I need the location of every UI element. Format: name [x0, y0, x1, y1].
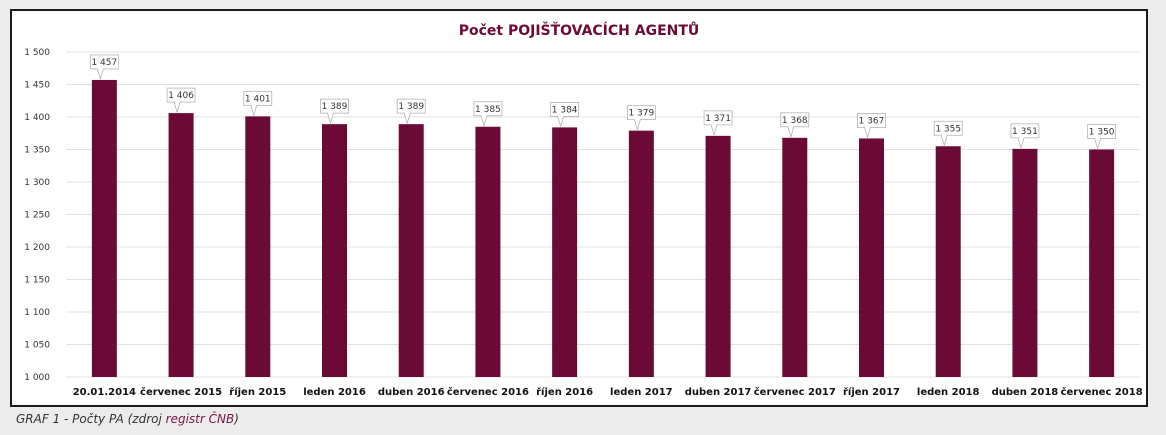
- bar: [245, 116, 271, 377]
- data-label: 1 385: [475, 105, 501, 115]
- data-label-pointer: [1094, 138, 1102, 150]
- x-tick-label: říjen 2017: [843, 386, 900, 398]
- x-tick-label: duben 2018: [992, 387, 1059, 398]
- data-label-pointer: [480, 115, 488, 128]
- data-label-box: [780, 112, 810, 128]
- data-label-pointer: [940, 134, 948, 147]
- bar: [552, 127, 578, 378]
- y-tick-label: 1 150: [24, 276, 50, 286]
- y-tick-label: 1 100: [24, 308, 50, 318]
- data-label-pointer: [633, 119, 641, 132]
- data-label-pointer: [863, 127, 872, 139]
- gridlines: [66, 51, 1140, 378]
- data-label-pointer: [173, 101, 181, 114]
- x-tick-label: duben 2017: [685, 387, 752, 398]
- x-tick-label: duben 2016: [378, 387, 445, 398]
- bar: [782, 137, 808, 377]
- y-axis: 1 000 1 050 1 100 1 150 1 200 1 250 1 300 1 350…: [24, 48, 50, 383]
- data-label-box: [703, 110, 733, 126]
- data-label-pointer: [787, 126, 795, 139]
- bar: [398, 124, 424, 378]
- data-label-box: [396, 98, 426, 114]
- data-label-pointer: [250, 104, 258, 117]
- caption-suffix: ): [234, 412, 239, 426]
- data-label: 1 401: [245, 94, 271, 104]
- data-label-box: [550, 102, 580, 117]
- bar: [705, 135, 731, 377]
- bar: [1012, 148, 1038, 377]
- data-label: 1 367: [859, 116, 885, 126]
- y-tick-label: 1 250: [24, 211, 50, 221]
- data-label: 1 384: [552, 105, 578, 115]
- bar: [475, 126, 501, 377]
- x-tick-label: červenec 2016: [447, 386, 529, 398]
- y-tick-label: 1 000: [24, 373, 50, 383]
- data-label-box: [1010, 123, 1040, 139]
- bar-chart: Počet POJIŠŤOVACÍCH AGENTŮ 1 000 1 050 1 1…: [24, 21, 1143, 398]
- data-label-pointer: [557, 116, 565, 128]
- x-tick-label: leden 2017: [610, 387, 673, 398]
- source-link[interactable]: registr ČNB: [165, 412, 235, 426]
- bars: [91, 79, 1115, 378]
- data-label: 1 379: [628, 109, 654, 119]
- data-label-box: [933, 120, 963, 136]
- x-tick-label: červenec 2017: [754, 386, 836, 398]
- chart-frame: Počet POJIŠŤOVACÍCH AGENTŮ 1 000 1 050 1 1…: [10, 9, 1148, 407]
- chart-caption: GRAF 1 - Počty PA (zdroj registr ČNB): [16, 412, 239, 426]
- x-tick-label: červenec 2015: [140, 386, 222, 398]
- data-label-box: [243, 90, 273, 106]
- data-label: 1 355: [935, 124, 961, 134]
- data-label-box: [626, 105, 656, 121]
- bar: [322, 124, 347, 378]
- data-label: 1 389: [322, 102, 348, 112]
- x-tick-label: 20.01.2014: [73, 387, 136, 398]
- caption-prefix: GRAF 1 - Počty PA (zdroj: [16, 412, 166, 426]
- chart-title: Počet POJIŠŤOVACÍCH AGENTŮ: [459, 21, 700, 39]
- bar: [91, 79, 117, 377]
- data-label-box: [1087, 124, 1117, 139]
- x-tick-label: leden 2018: [917, 387, 980, 398]
- data-label: 1 406: [168, 91, 194, 101]
- x-axis: 20.01.2014 červenec 2015 říjen 2015 leden 2…: [73, 386, 1143, 398]
- data-label-pointer: [403, 112, 411, 125]
- bar: [168, 113, 194, 377]
- data-label: 1 368: [782, 116, 808, 126]
- data-label-pointer: [1017, 137, 1025, 150]
- x-tick-label: leden 2016: [303, 387, 366, 398]
- data-label-box: [166, 87, 196, 103]
- y-tick-label: 1 350: [24, 146, 50, 156]
- data-label-box: [473, 101, 503, 117]
- data-label-box: [857, 113, 886, 128]
- data-labels: 1 457 1 406 1 401 1 389 1 389 1 385 1 384 1 379…: [89, 54, 1117, 150]
- data-label-box: [320, 98, 349, 114]
- y-tick-label: 1 400: [24, 113, 50, 123]
- y-tick-label: 1 300: [24, 178, 50, 188]
- y-tick-label: 1 200: [24, 243, 50, 253]
- bar: [859, 138, 884, 377]
- data-label-pointer: [326, 112, 335, 125]
- data-label: 1 389: [398, 102, 424, 112]
- y-tick-label: 1 050: [24, 341, 50, 351]
- x-tick-label: říjen 2016: [536, 386, 593, 398]
- x-tick-label: říjen 2015: [229, 386, 286, 398]
- data-label-pointer: [710, 124, 718, 137]
- data-label: 1 351: [1012, 127, 1038, 137]
- data-label-box: [89, 54, 119, 70]
- data-label: 1 350: [1089, 128, 1115, 138]
- y-tick-label: 1 450: [24, 81, 50, 91]
- bar: [1089, 149, 1115, 377]
- data-label-pointer: [96, 68, 104, 81]
- data-label: 1 457: [91, 58, 117, 68]
- bar: [935, 146, 961, 377]
- bar: [628, 130, 654, 377]
- x-tick-label: červenec 2018: [1061, 386, 1143, 398]
- y-tick-label: 1 500: [24, 48, 50, 58]
- data-label: 1 371: [705, 114, 731, 124]
